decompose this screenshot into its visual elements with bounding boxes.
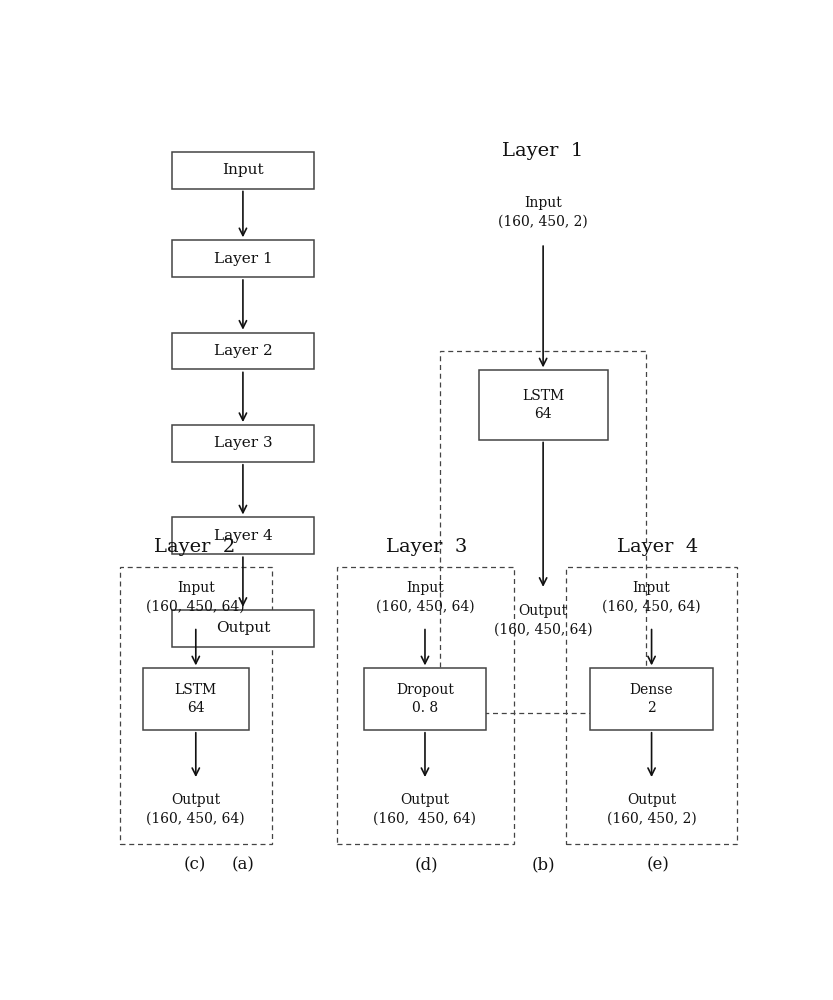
Text: LSTM
64: LSTM 64 [175, 683, 217, 715]
Text: (b): (b) [531, 857, 555, 874]
Text: Layer 2: Layer 2 [213, 344, 272, 358]
Bar [172, 425, 314, 462]
Bar [142, 668, 249, 730]
Bar [440, 351, 646, 713]
Text: Output
(160, 450, 2): Output (160, 450, 2) [606, 793, 696, 825]
Text: (e): (e) [646, 857, 670, 874]
Text: Layer  1: Layer 1 [502, 142, 584, 160]
Text: Layer 1: Layer 1 [213, 252, 272, 266]
Text: Input
(160, 450, 64): Input (160, 450, 64) [376, 581, 474, 614]
Bar [172, 610, 314, 647]
Text: Dropout
0. 8: Dropout 0. 8 [396, 683, 454, 715]
Text: Output: Output [216, 621, 270, 635]
Text: Dense
2: Dense 2 [630, 683, 673, 715]
Text: Input
(160, 450, 2): Input (160, 450, 2) [498, 196, 588, 229]
Bar [120, 567, 272, 844]
Text: Output
(160, 450, 64): Output (160, 450, 64) [147, 793, 245, 825]
Text: Input: Input [222, 163, 264, 177]
Text: Layer  3: Layer 3 [387, 538, 467, 556]
Bar [172, 517, 314, 554]
Text: Layer  2: Layer 2 [154, 538, 235, 556]
Bar [479, 370, 608, 440]
Text: Layer 3: Layer 3 [213, 436, 272, 450]
Text: (a): (a) [232, 857, 254, 874]
Bar [591, 668, 713, 730]
Text: Output
(160, 450, 64): Output (160, 450, 64) [494, 604, 592, 637]
Text: Input
(160, 450, 64): Input (160, 450, 64) [147, 581, 245, 614]
Text: (c): (c) [183, 857, 206, 874]
Bar [172, 240, 314, 277]
Bar [337, 567, 514, 844]
Bar [364, 668, 486, 730]
Text: (d): (d) [415, 857, 439, 874]
Text: LSTM
64: LSTM 64 [522, 389, 564, 421]
Bar [566, 567, 737, 844]
Text: Layer 4: Layer 4 [213, 529, 272, 543]
Bar [172, 333, 314, 369]
Bar [172, 152, 314, 189]
Text: Input
(160, 450, 64): Input (160, 450, 64) [602, 581, 701, 614]
Text: Layer  4: Layer 4 [617, 538, 699, 556]
Text: Output
(160,  450, 64): Output (160, 450, 64) [373, 793, 476, 825]
